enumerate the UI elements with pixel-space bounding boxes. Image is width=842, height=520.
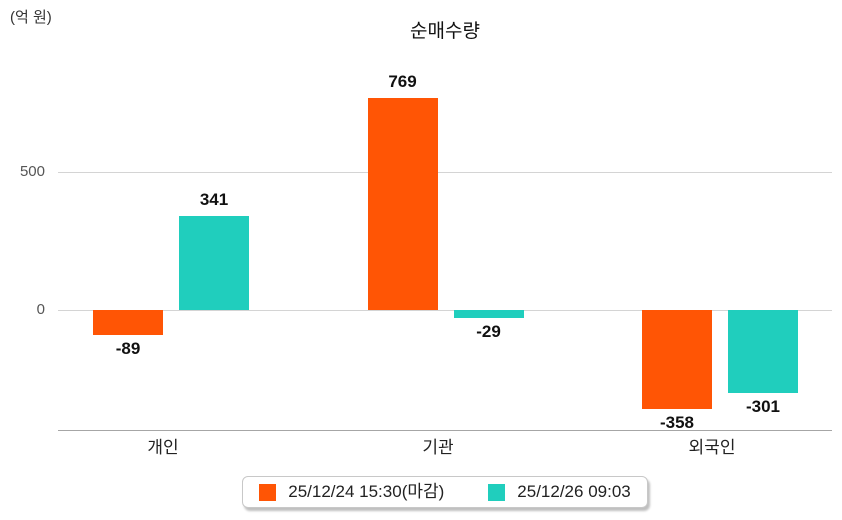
gridline-500 [58,172,832,173]
bar-institution-s1 [367,97,438,310]
series2-color-swatch [488,483,506,501]
bar-foreigner-s1 [642,310,712,409]
y-tick-label-0: 0 [36,301,45,318]
legend-label-series2: 25/12/26 09:03 [517,482,631,501]
x-axis-line [58,430,832,431]
value-label-institution-s1: 769 [388,71,417,91]
bar-institution-s2 [453,310,524,318]
bar-foreigner-s2 [728,310,798,394]
legend-label-series1: 25/12/24 15:30(마감) [288,482,445,501]
y-axis-unit-label: (억 원) [10,9,52,26]
value-label-individual-s2: 341 [199,189,229,209]
value-label-institution-s2: -29 [476,322,501,341]
value-label-foreigner-s1: -358 [659,412,695,432]
value-label-individual-s1: -89 [115,338,141,358]
bar-individual-s2 [179,215,249,310]
legend: 25/12/24 15:30(마감) 25/12/26 09:03 [58,476,832,508]
gridline-0 [58,310,832,311]
chart-title: 순매수량 [410,21,480,42]
value-label-foreigner-s2: -301 [745,397,781,417]
bar-individual-s1 [93,310,163,335]
legend-item-series1: 25/12/24 15:30(마감) [259,482,444,502]
legend-item-series2: 25/12/26 09:03 [488,482,631,502]
category-label-foreigner: 외국인 [688,438,736,457]
series1-color-swatch [259,483,277,501]
y-tick-label-500: 500 [19,163,45,180]
category-label-individual: 개인 [147,438,179,457]
legend-box: 25/12/24 15:30(마감) 25/12/26 09:03 [242,476,648,508]
category-label-institution: 기관 [422,438,454,457]
